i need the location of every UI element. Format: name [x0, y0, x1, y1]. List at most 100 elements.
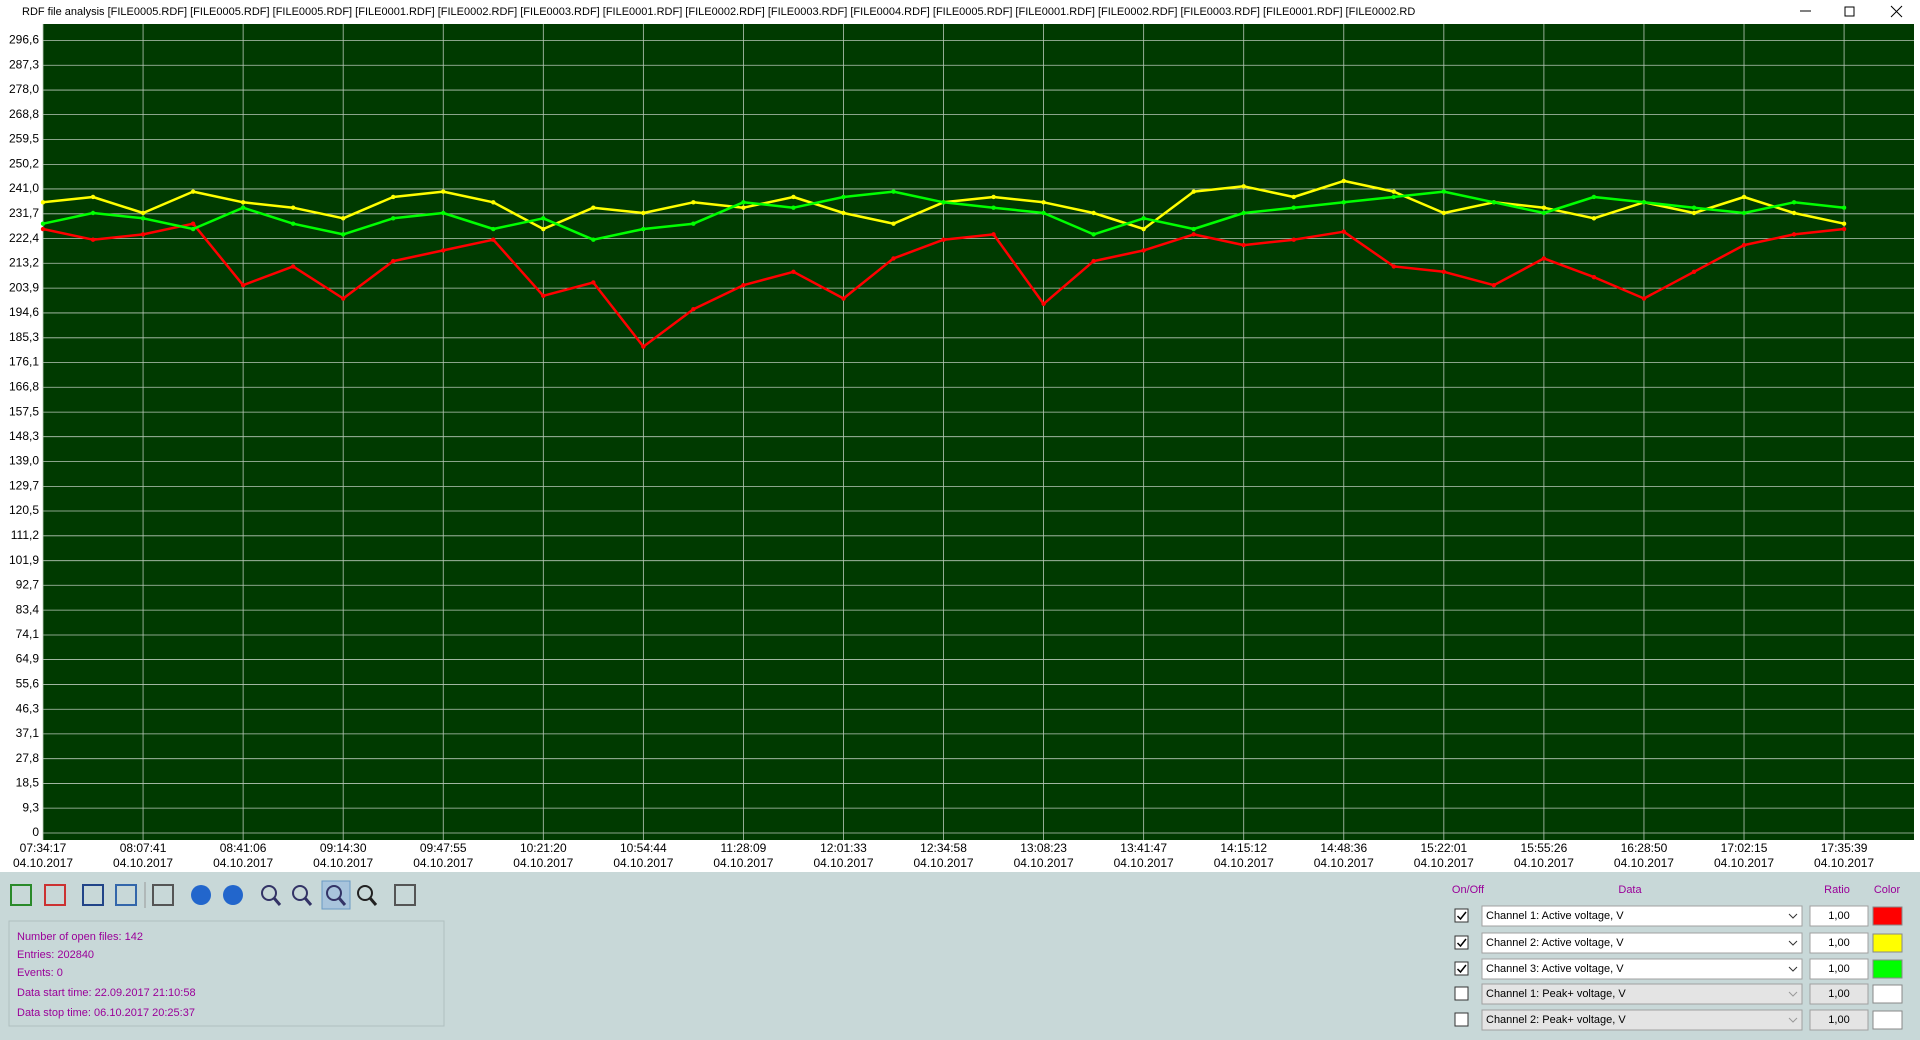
- close-button[interactable]: [1890, 5, 1903, 18]
- data-point: [1191, 189, 1196, 194]
- data-point: [1841, 226, 1847, 232]
- x-tick-date: 04.10.2017: [1614, 856, 1674, 870]
- data-point: [641, 226, 646, 232]
- data-point: [1741, 210, 1747, 216]
- data-point: [40, 221, 46, 226]
- x-tick-date: 04.10.2017: [1214, 856, 1274, 870]
- data-point: [340, 296, 346, 301]
- data-point: [190, 226, 196, 232]
- checkbox[interactable]: [1454, 1012, 1469, 1027]
- data-point: [1441, 269, 1447, 274]
- ratio-text: 1,00: [1828, 963, 1849, 975]
- toolbar: [10, 880, 416, 910]
- data-point: [240, 200, 246, 205]
- data-point: [1541, 210, 1547, 216]
- toolbar-button[interactable]: [191, 885, 211, 905]
- data-point: [1541, 205, 1547, 210]
- color-swatch[interactable]: [1872, 959, 1903, 979]
- color-swatch[interactable]: [1872, 1010, 1903, 1030]
- ratio-input[interactable]: [1809, 932, 1869, 954]
- toolbar-button-handle: [272, 897, 282, 906]
- y-tick-label: 278,0: [9, 82, 39, 96]
- data-point: [40, 200, 46, 205]
- x-tick-date: 04.10.2017: [713, 856, 773, 870]
- x-tick-date: 04.10.2017: [413, 856, 473, 870]
- y-tick-label: 250,2: [9, 157, 39, 171]
- y-tick-label: 268,8: [9, 107, 39, 121]
- ratio-input[interactable]: [1809, 958, 1869, 980]
- data-point: [1641, 296, 1647, 301]
- data-point: [1241, 210, 1246, 216]
- color-swatch[interactable]: [1872, 933, 1903, 953]
- toolbar-button[interactable]: [44, 884, 66, 906]
- dropdown[interactable]: [1481, 1009, 1803, 1031]
- toolbar-button[interactable]: [326, 885, 342, 901]
- y-tick-label: 166,8: [9, 379, 39, 393]
- ratio-text: 1,00: [1828, 937, 1849, 949]
- data-point: [841, 210, 846, 216]
- data-point: [691, 307, 696, 312]
- data-point: [491, 226, 496, 232]
- toolbar-button[interactable]: [261, 885, 277, 901]
- x-tick-date: 04.10.2017: [1714, 856, 1774, 870]
- data-point: [741, 282, 746, 288]
- info-line: Data start time: 22.09.2017 21:10:58: [17, 987, 196, 999]
- toolbar-button[interactable]: [223, 885, 243, 905]
- column-header: Ratio: [1824, 884, 1850, 896]
- toolbar-button[interactable]: [10, 884, 32, 906]
- y-tick-label: 203,9: [9, 280, 39, 294]
- toolbar-button[interactable]: [292, 885, 308, 901]
- plot-background: [43, 24, 1914, 840]
- data-point: [941, 237, 946, 242]
- x-tick-label: 16:28:50: [1621, 841, 1668, 855]
- color-swatch[interactable]: [1872, 906, 1903, 926]
- x-tick-date: 04.10.2017: [1514, 856, 1574, 870]
- dropdown[interactable]: [1481, 932, 1803, 954]
- data-point: [541, 216, 546, 221]
- data-point: [1791, 200, 1797, 205]
- data-point: [290, 221, 296, 226]
- ratio-text: 1,00: [1828, 910, 1849, 922]
- x-tick-date: 04.10.2017: [1114, 856, 1174, 870]
- toolbar-button[interactable]: [115, 884, 137, 906]
- checkbox[interactable]: [1454, 935, 1469, 950]
- data-point: [1841, 221, 1847, 226]
- data-point: [1741, 242, 1747, 248]
- toolbar-button[interactable]: [152, 884, 174, 906]
- toolbar-button[interactable]: [82, 884, 104, 906]
- data-point: [1391, 264, 1397, 269]
- data-point: [1141, 248, 1146, 253]
- data-point: [441, 189, 446, 194]
- dropdown-arrow: [1788, 940, 1798, 946]
- x-tick-date: 04.10.2017: [613, 856, 673, 870]
- ratio-text: 1,00: [1828, 1014, 1849, 1026]
- x-tick-label: 07:34:17: [20, 841, 67, 855]
- toolbar-button[interactable]: [394, 884, 416, 906]
- restore-button[interactable]: [1844, 6, 1855, 17]
- x-tick-label: 08:41:06: [220, 841, 267, 855]
- toolbar-button[interactable]: [357, 885, 373, 901]
- checkbox[interactable]: [1454, 961, 1469, 976]
- x-tick-label: 14:15:12: [1220, 841, 1267, 855]
- checkbox[interactable]: [1454, 986, 1469, 1001]
- ratio-input[interactable]: [1809, 905, 1869, 927]
- x-tick-date: 04.10.2017: [1314, 856, 1374, 870]
- checkbox[interactable]: [1454, 908, 1469, 923]
- ratio-input[interactable]: [1809, 1009, 1869, 1031]
- color-swatch[interactable]: [1872, 984, 1903, 1004]
- dropdown[interactable]: [1481, 983, 1803, 1005]
- data-point: [1291, 205, 1296, 210]
- data-point: [391, 194, 396, 200]
- dropdown[interactable]: [1481, 905, 1803, 927]
- data-point: [391, 258, 396, 264]
- x-tick-label: 10:21:20: [520, 841, 567, 855]
- x-tick-date: 04.10.2017: [914, 856, 974, 870]
- x-tick-label: 09:47:55: [420, 841, 467, 855]
- data-point: [541, 293, 546, 299]
- ratio-input[interactable]: [1809, 983, 1869, 1005]
- data-point: [1141, 216, 1146, 221]
- x-tick-label: 09:14:30: [320, 841, 367, 855]
- data-point: [1491, 282, 1497, 288]
- data-point: [1791, 232, 1797, 237]
- dropdown[interactable]: [1481, 958, 1803, 980]
